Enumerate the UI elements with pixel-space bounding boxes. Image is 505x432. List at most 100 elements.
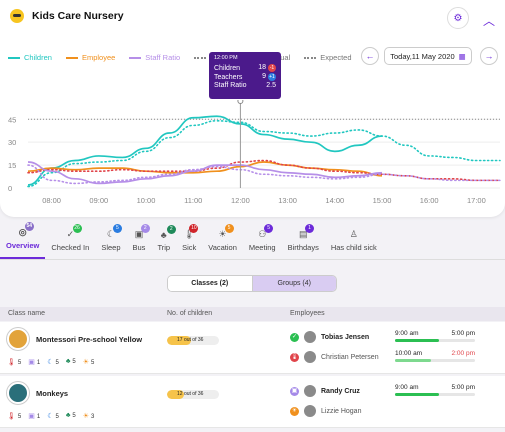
stat-item: 🌡 5 bbox=[7, 412, 21, 420]
children-count-pill: 17 out of 36 bbox=[167, 336, 219, 345]
employee-avatar bbox=[304, 385, 316, 397]
employee-avatar bbox=[304, 351, 316, 363]
class-stats: 🌡 5 ▣ 1 ☾ 5 ♣ 5 ☀ 3 bbox=[7, 412, 94, 420]
tab-meeting[interactable]: ⚇ 5 Meeting bbox=[243, 224, 282, 259]
legend-item[interactable]: Expected bbox=[304, 53, 352, 62]
legend-swatch bbox=[8, 56, 20, 59]
schedule-times: 9:00 am 5:00 pm bbox=[395, 384, 475, 391]
stat-value: 3 bbox=[91, 414, 95, 420]
employee-avatar bbox=[304, 331, 316, 343]
legend-swatch bbox=[129, 56, 142, 59]
tab-trip[interactable]: ♣ 2 Trip bbox=[151, 225, 176, 259]
employee-schedule: 10:00 am 2:00 pm bbox=[395, 350, 475, 362]
tab-badge: 26 bbox=[72, 224, 82, 233]
series-line-children-expected bbox=[27, 119, 501, 188]
tooltip-label: Teachers bbox=[214, 73, 243, 81]
start-time: 9:00 am bbox=[395, 330, 419, 337]
x-tick-label: 08:00 bbox=[42, 196, 61, 205]
class-name[interactable]: Montessori Pre-school Yellow bbox=[36, 335, 143, 344]
x-tick-label: 10:00 bbox=[137, 196, 156, 205]
tab-sick[interactable]: 🌡 10 Sick bbox=[176, 224, 202, 259]
stat-value: 1 bbox=[36, 414, 41, 420]
tab-overview[interactable]: ◎ 54 Overview bbox=[0, 222, 46, 259]
cake-icon: ▤ 1 bbox=[299, 224, 314, 240]
series-line-employee-expected bbox=[27, 159, 501, 182]
class-avatar bbox=[7, 382, 29, 404]
x-tick-label: 09:00 bbox=[89, 196, 108, 205]
tab-bus[interactable]: ▣ 2 Bus bbox=[127, 224, 152, 259]
employee[interactable]: ✓ Tobias Jensen bbox=[290, 331, 369, 343]
chart-tooltip: 12:00 PM Children 18 -1 Teachers 9 +1 Staff Ra… bbox=[209, 52, 281, 99]
class-name[interactable]: Monkeys bbox=[36, 389, 69, 398]
table-row[interactable]: Monkeys 🌡 5 ▣ 1 ☾ 5 ♣ 5 ☀ 3 12 out of 36 ▣ Randy Cruz… bbox=[0, 376, 505, 428]
tab-checked-in[interactable]: ✓ 26 Checked In bbox=[45, 224, 95, 259]
tab-classes[interactable]: Classes (2) bbox=[168, 276, 253, 291]
children-count-label: 12 out of 36 bbox=[177, 391, 204, 397]
stat-item: ☀ 3 bbox=[83, 412, 95, 420]
schedule-progress bbox=[395, 393, 475, 396]
tab-badge: 5 bbox=[264, 224, 274, 233]
date-picker[interactable]: Today,11 May 2020 ▦ bbox=[384, 47, 472, 65]
calendar-icon: ▦ bbox=[458, 51, 466, 61]
employee-schedule: 9:00 am 5:00 pm bbox=[395, 330, 475, 342]
table-row[interactable]: Montessori Pre-school Yellow 🌡 5 ▣ 1 ☾ 5 ♣ 5 ☀ 5 17… bbox=[0, 322, 505, 374]
legend-item[interactable]: Children bbox=[8, 53, 52, 62]
prev-day-button[interactable]: ← bbox=[361, 47, 379, 65]
tab-label: Has child sick bbox=[330, 243, 377, 252]
employee-name: Lizzie Hogan bbox=[321, 407, 362, 415]
tab-badge: 2 bbox=[140, 224, 150, 233]
moon-icon: ☾ 5 bbox=[107, 224, 122, 240]
stat-item: ♣ 5 bbox=[66, 358, 76, 366]
stat-item: ☾ 5 bbox=[47, 412, 59, 420]
tab-label: Sleep bbox=[101, 243, 121, 252]
children-count-pill: 12 out of 36 bbox=[167, 390, 219, 399]
legend-item[interactable]: Staff Ratio bbox=[129, 53, 180, 62]
tab-groups[interactable]: Groups (4) bbox=[252, 276, 336, 291]
schedule-progress-fill bbox=[395, 359, 431, 362]
trip-icon: ♣ bbox=[65, 412, 71, 419]
x-tick-label: 12:00 bbox=[231, 196, 250, 205]
x-tick-label: 14:00 bbox=[325, 196, 344, 205]
children-count-label: 17 out of 36 bbox=[177, 337, 204, 343]
stat-value: 5 bbox=[55, 414, 59, 420]
trip-icon: ♣ bbox=[65, 358, 71, 365]
employee-name: Christian Petersen bbox=[321, 353, 379, 361]
schedule-times: 9:00 am 5:00 pm bbox=[395, 330, 475, 337]
stat-value: 5 bbox=[72, 359, 76, 365]
series-line-staff-ratio-expected bbox=[27, 164, 501, 185]
tooltip-value-group: 18 -1 bbox=[258, 64, 276, 72]
tab-vacation[interactable]: ☀ 5 Vacation bbox=[202, 224, 243, 259]
employee[interactable]: 🌡 Christian Petersen bbox=[290, 351, 379, 363]
tooltip-value: 18 bbox=[258, 64, 266, 71]
status-tabs: ◎ 54 Overview ✓ 26 Checked In ☾ 5 Sleep ▣ 2 Bus ♣ 2 Tr… bbox=[0, 222, 505, 260]
stat-item: 🌡 5 bbox=[7, 358, 21, 366]
collapse-chevron-up-icon[interactable]: ︿ bbox=[482, 14, 495, 28]
x-tick-label: 16:00 bbox=[420, 196, 439, 205]
tab-label: Overview bbox=[6, 241, 40, 250]
tab-label: Vacation bbox=[208, 243, 237, 252]
tab-badge: 1 bbox=[304, 224, 314, 233]
col-employees: Employees bbox=[290, 310, 325, 317]
employee[interactable]: ▣ Randy Cruz bbox=[290, 385, 360, 397]
tab-label: Trip bbox=[157, 243, 171, 252]
sun-icon: ☀ bbox=[82, 359, 90, 366]
legend-item[interactable]: Employee bbox=[65, 53, 116, 62]
x-tick-label: 17:00 bbox=[467, 196, 486, 205]
tab-sleep[interactable]: ☾ 5 Sleep bbox=[95, 224, 126, 259]
employee-avatar bbox=[304, 405, 316, 417]
employee-status-icon: ▣ bbox=[290, 386, 299, 396]
start-time: 10:00 am bbox=[395, 350, 423, 357]
col-children: No. of children bbox=[167, 310, 213, 317]
tab-badge: 5 bbox=[112, 224, 122, 233]
legend-label: Employee bbox=[81, 53, 116, 62]
tab-birthdays[interactable]: ▤ 1 Birthdays bbox=[282, 224, 325, 259]
next-day-button[interactable]: → bbox=[480, 47, 498, 65]
settings-button[interactable]: ⚙ bbox=[447, 7, 469, 29]
thermometer-icon: 🌡 bbox=[7, 413, 16, 420]
bus-icon: ▣ 2 bbox=[135, 224, 150, 240]
employee[interactable]: ☀ Lizzie Hogan bbox=[290, 405, 361, 417]
legend-swatch bbox=[65, 56, 78, 59]
tooltip-value-group: 9 +1 bbox=[262, 73, 276, 81]
employee-status-icon: ✓ bbox=[290, 332, 299, 342]
tab-has-child-sick[interactable]: ♙ Has child sick bbox=[325, 226, 383, 259]
